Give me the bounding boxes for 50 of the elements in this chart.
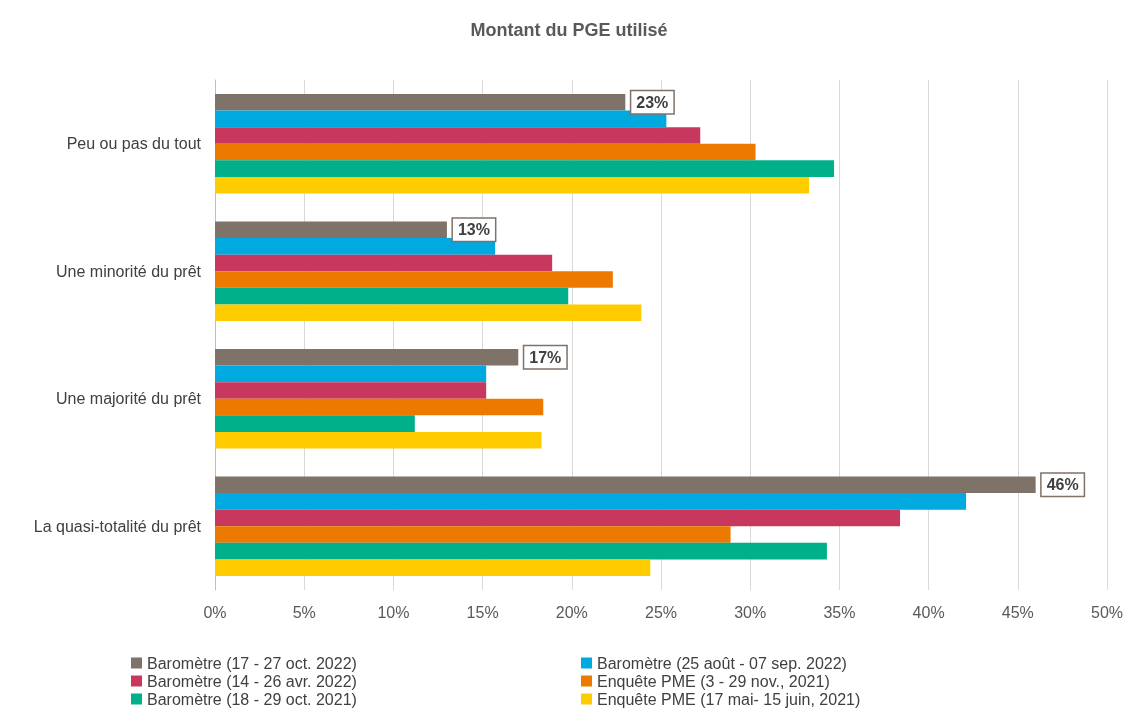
bar: [215, 287, 569, 305]
bar: [215, 254, 553, 272]
x-tick-label: 50%: [1090, 603, 1124, 621]
x-tick-label: 45%: [1001, 603, 1034, 621]
bar: [215, 160, 835, 177]
bar: [215, 365, 487, 383]
bar: [215, 542, 827, 560]
chart-title: Montant du PGE utilisé: [470, 20, 668, 40]
data-label: 46%: [1046, 476, 1079, 494]
bar: [215, 431, 542, 449]
data-label: 23%: [636, 93, 669, 111]
y-tick-label: Une minorité du prêt: [56, 262, 202, 280]
bar: [215, 349, 519, 366]
legend-label: Baromètre (25 août - 07 sep. 2022): [597, 654, 847, 672]
bar: [215, 526, 731, 543]
x-tick-label: 40%: [912, 603, 945, 621]
bar: [215, 476, 1036, 494]
legend-label: Baromètre (18 - 29 oct. 2021): [147, 690, 357, 708]
bar: [215, 559, 651, 576]
x-tick-label: 20%: [555, 603, 588, 621]
y-tick-label: Peu ou pas du tout: [66, 135, 202, 153]
bar: [215, 382, 487, 399]
x-tick-label: 35%: [823, 603, 856, 621]
x-tick-label: 15%: [466, 603, 499, 621]
bar: [215, 398, 544, 416]
data-label: 13%: [457, 221, 490, 239]
legend-label: Baromètre (14 - 26 avr. 2022): [147, 672, 357, 690]
bar: [215, 94, 626, 111]
legend-label: Enquête PME (17 mai- 15 juin, 2021): [597, 690, 861, 708]
x-tick-label: 0%: [203, 603, 227, 621]
bar: [215, 271, 613, 288]
bar: [215, 509, 901, 527]
legend-label: Baromètre (17 - 27 oct. 2022): [147, 654, 357, 672]
bar: [215, 238, 496, 255]
bar: [215, 415, 415, 432]
bar: [215, 493, 967, 510]
x-tick-label: 5%: [292, 603, 316, 621]
x-tick-label: 30%: [734, 603, 767, 621]
bar: [215, 143, 756, 161]
y-tick-label: La quasi-totalité du prêt: [33, 517, 202, 535]
y-tick-label: Une majorité du prêt: [56, 390, 202, 408]
bar: [215, 110, 667, 128]
bar: [215, 176, 810, 194]
x-tick-label: 25%: [644, 603, 678, 621]
x-tick-label: 10%: [377, 603, 410, 621]
bar: [215, 304, 642, 321]
bar: [215, 221, 447, 239]
data-label: 17%: [529, 348, 562, 366]
legend-label: Enquête PME (3 - 29 nov., 2021): [597, 672, 830, 690]
bar: [215, 127, 701, 144]
